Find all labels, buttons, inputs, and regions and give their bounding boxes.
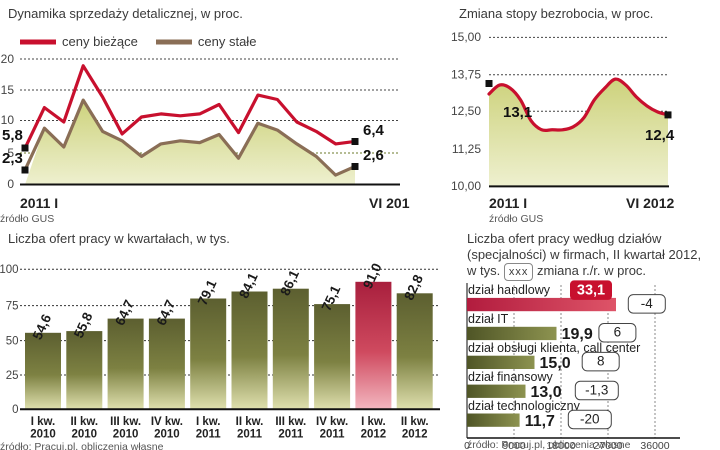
svg-text:2011 I: 2011 I [489,195,527,211]
svg-text:100: 100 [0,264,19,276]
svg-text:15,00: 15,00 [451,30,481,44]
svg-text:2010: 2010 [113,429,139,441]
svg-text:13,1: 13,1 [503,104,532,121]
svg-text:2010: 2010 [154,429,180,441]
svg-text:I kw.: I kw. [361,416,386,428]
svg-text:IV kw.: IV kw. [151,416,183,428]
svg-text:dział handlowy: dział handlowy [468,283,551,297]
svg-text:2011: 2011 [196,429,222,441]
svg-text:10: 10 [1,113,15,127]
svg-text:0: 0 [7,177,14,191]
svg-text:19,9: 19,9 [562,326,593,343]
svg-text:VI 2012: VI 2012 [626,195,674,211]
svg-text:36000: 36000 [640,440,669,450]
svg-text:II kw.: II kw. [70,416,98,428]
svg-text:I kw.: I kw. [196,416,221,428]
svg-text:III kw.: III kw. [110,416,141,428]
svg-text:11,25: 11,25 [452,142,481,156]
svg-text:12,4: 12,4 [645,127,675,144]
svg-text:0: 0 [12,404,18,416]
svg-text:II kw.: II kw. [401,416,429,428]
svg-text:33,1: 33,1 [577,283,605,299]
svg-text:25: 25 [6,370,19,382]
svg-text:15: 15 [1,83,15,97]
svg-text:II kw.: II kw. [236,416,264,428]
svg-text:75: 75 [6,301,19,313]
svg-text:13,0: 13,0 [531,384,562,401]
svg-text:IV kw.: IV kw. [316,416,348,428]
svg-text:2010: 2010 [72,429,98,441]
svg-text:6: 6 [614,325,622,340]
svg-text:źródło GUS: źródło GUS [0,213,54,225]
svg-text:2,3: 2,3 [2,150,23,167]
svg-text:2011: 2011 [278,429,304,441]
svg-text:5,8: 5,8 [2,127,23,144]
svg-text:-20: -20 [580,411,600,426]
svg-text:2011: 2011 [237,429,263,441]
svg-text:20: 20 [1,52,15,66]
svg-text:8: 8 [597,354,605,369]
svg-text:źródło GUS: źródło GUS [489,213,543,225]
svg-text:15,0: 15,0 [540,355,571,372]
svg-text:dział technologiczny: dział technologiczny [468,399,581,413]
svg-text:dział finansowy: dział finansowy [468,370,554,384]
svg-text:dział IT: dział IT [468,312,509,326]
svg-text:11,7: 11,7 [525,413,555,430]
svg-text:I kw.: I kw. [31,416,56,428]
svg-text:2011: 2011 [320,429,346,441]
svg-text:50: 50 [6,336,19,348]
svg-text:2011 I: 2011 I [20,195,58,211]
svg-text:2012: 2012 [402,429,428,441]
svg-text:-1,3: -1,3 [585,383,608,398]
svg-text:2012: 2012 [361,429,387,441]
svg-text:13,75: 13,75 [451,68,481,82]
svg-text:-4: -4 [641,296,653,311]
svg-text:2010: 2010 [30,429,56,441]
svg-text:III kw.: III kw. [275,416,306,428]
svg-text:10,00: 10,00 [451,179,481,193]
svg-text:12,50: 12,50 [451,104,481,118]
